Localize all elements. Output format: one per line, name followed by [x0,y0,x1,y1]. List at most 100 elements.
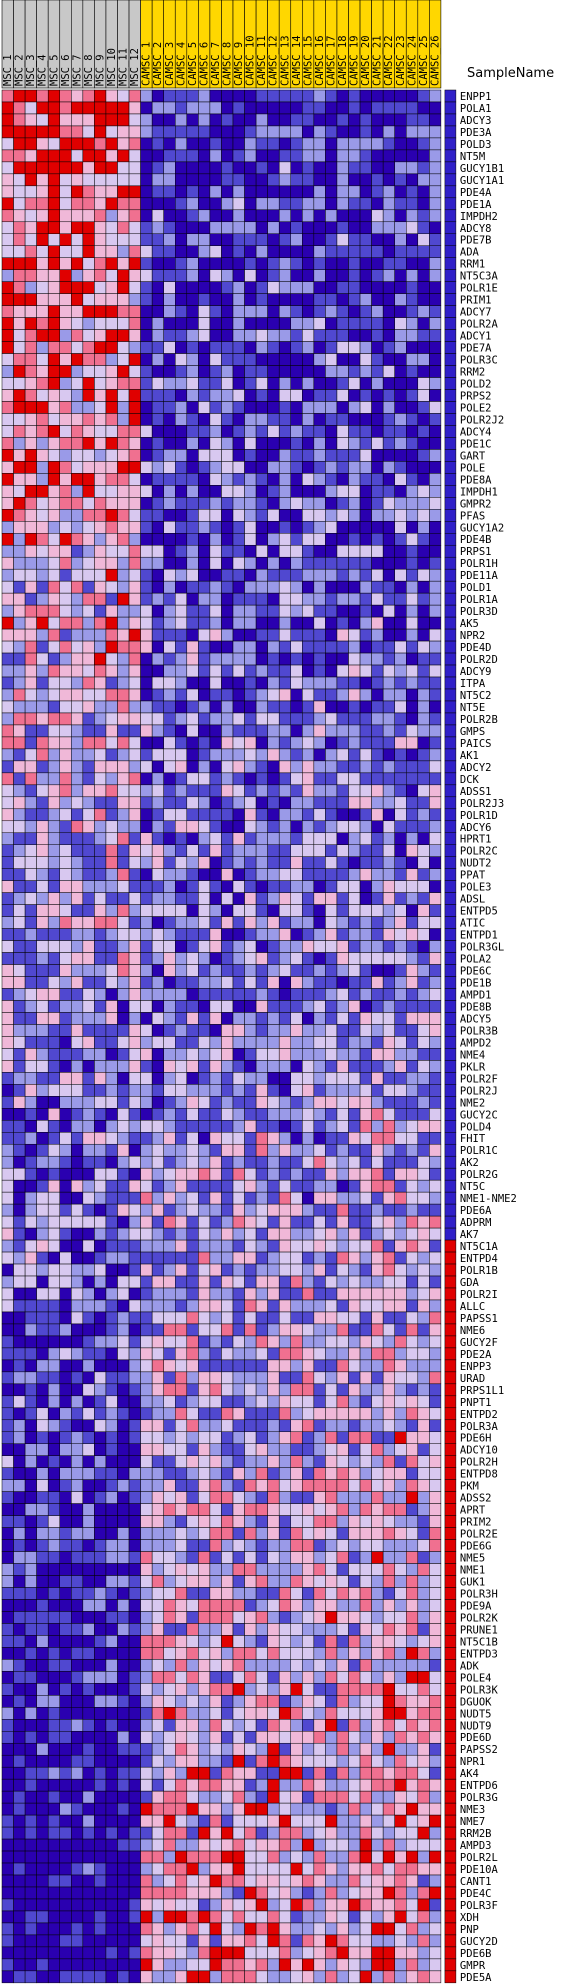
heatmap-cell [128,1575,141,1588]
heatmap-cell [163,1072,176,1085]
heatmap-cell [140,1167,153,1181]
heatmap-cell [417,616,430,630]
heatmap-cell [163,688,176,702]
heatmap-cell [140,1060,153,1073]
heatmap-cell [59,509,72,522]
heatmap-cell [325,784,338,798]
heatmap-cell [59,197,72,211]
heatmap-cell [59,1203,72,1217]
heatmap-cell [359,1503,372,1516]
heatmap-cell [255,1467,268,1480]
heatmap-cell [278,628,292,642]
heatmap-cell [221,1143,234,1157]
heatmap-cell [163,437,176,450]
heatmap-cell [278,257,292,270]
heatmap-cell [151,1191,164,1205]
heatmap-cell [382,497,395,510]
heatmap-cell [232,1012,245,1025]
heatmap-cell [232,185,245,199]
heatmap-cell [313,736,326,750]
heatmap-cell [175,892,188,905]
heatmap-cell [394,1515,407,1528]
heatmap-cell [71,904,84,917]
heatmap-cell [406,1563,419,1576]
heatmap-cell [325,89,338,103]
heatmap-cell [221,1587,234,1600]
heatmap-cell [105,1215,118,1229]
heatmap-cell [348,1275,361,1289]
heatmap-cell [290,1467,303,1480]
heatmap-cell [348,1491,361,1504]
heatmap-cell [1,449,14,462]
heatmap-cell [221,796,234,810]
heatmap-cell [371,928,384,941]
heatmap-cell [71,461,84,474]
heatmap-cell [394,1443,407,1456]
heatmap-cell [117,1359,130,1373]
heatmap-cell [128,976,141,989]
heatmap-cell [47,305,61,318]
heatmap-cell [1,940,14,953]
heatmap-cell [278,1623,292,1636]
heatmap-cell [382,988,395,1001]
heatmap-cell [128,760,141,774]
heatmap-cell [359,377,372,390]
heatmap-cell [36,173,49,187]
heatmap-cell [255,1575,268,1588]
heatmap-cell [267,389,280,402]
heatmap-cell [371,892,384,905]
heatmap-cell [429,1431,442,1444]
heatmap-cell [348,1084,361,1097]
heatmap-cell [267,1575,280,1588]
heatmap-cell [371,1323,384,1337]
heatmap-cell [47,1503,61,1516]
heatmap-cell [382,1491,395,1504]
heatmap-cell [13,1407,26,1421]
heatmap-cell [394,521,407,534]
heatmap-cell [36,209,49,223]
heatmap-cell [221,305,234,318]
heatmap-cell [36,245,49,258]
heatmap-cell [71,221,84,235]
heatmap-cell [24,1012,37,1025]
heatmap-cell [140,1143,153,1157]
heatmap-cell [325,1359,338,1373]
heatmap-cell [94,1467,107,1480]
heatmap-cell [151,1155,164,1169]
heatmap-cell [302,293,315,306]
heatmap-cell [278,580,292,594]
heatmap-cell [128,844,141,857]
heatmap-cell [82,1048,95,1061]
heatmap-cell [371,1611,384,1624]
heatmap-cell [82,233,95,246]
heatmap-cell [336,233,349,246]
heatmap-cell [186,928,199,941]
heatmap-cell [302,1419,315,1433]
heatmap-cell [24,616,37,630]
heatmap-cell [371,377,384,390]
heatmap-cell [1,245,14,258]
heatmap-cell [290,664,303,678]
heatmap-cell [151,604,164,618]
heatmap-cell [267,1275,280,1289]
heatmap-cell [244,1383,257,1397]
heatmap-cell [267,1359,280,1373]
heatmap-cell [244,317,257,330]
heatmap-cell [429,1347,442,1361]
heatmap-cell [163,257,176,270]
heatmap-cell [128,305,141,318]
heatmap-cell [117,736,130,750]
heatmap-cell [255,149,268,163]
heatmap-cell [278,1239,292,1253]
column-headers: MSC_1 MSC_2 MSC_3 MSC_4 MSC_5 MSC_6 MSC_7 MSC_8… [1,0,441,89]
heatmap-cell [186,1455,199,1468]
heatmap-cell [267,1563,280,1576]
heatmap-cell [82,1275,95,1289]
heatmap-cell [94,197,107,211]
heatmap-cell [24,856,37,869]
heatmap-cell [163,449,176,462]
heatmap-cell [267,245,280,258]
heatmap-cell [348,796,361,810]
heatmap-cell [313,341,326,354]
heatmap-cell [255,784,268,798]
